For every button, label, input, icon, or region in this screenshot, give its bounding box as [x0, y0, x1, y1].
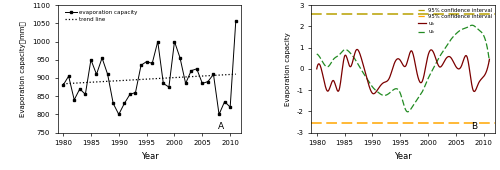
evaporation capacity: [88, 59, 94, 61]
X-axis label: Year: Year: [394, 152, 412, 161]
trend line: [194, 75, 200, 77]
trend line: [210, 74, 216, 76]
evaporation capacity: [138, 64, 144, 66]
evaporation capacity: [116, 113, 122, 115]
trend line: [200, 75, 205, 77]
trend line: [155, 78, 161, 80]
Y-axis label: Evaporation capacity（mm）: Evaporation capacity（mm）: [20, 21, 26, 117]
Text: A: A: [218, 122, 224, 131]
trend line: [172, 76, 177, 79]
trend line: [233, 73, 239, 75]
trend line: [166, 77, 172, 79]
trend line: [122, 79, 128, 81]
trend line: [60, 83, 66, 85]
evaporation capacity: [71, 99, 77, 101]
evaporation capacity: [104, 73, 110, 75]
trend line: [66, 82, 71, 84]
trend line: [71, 82, 77, 84]
trend line: [116, 80, 122, 82]
evaporation capacity: [82, 93, 88, 95]
X-axis label: Year: Year: [140, 152, 158, 161]
evaporation capacity: [205, 81, 211, 83]
Legend: 95% confidence interval, 95% confidence interval, u$_k$, u$_k$: 95% confidence interval, 95% confidence …: [417, 8, 492, 37]
trend line: [182, 76, 188, 78]
evaporation capacity: [182, 82, 188, 84]
trend line: [77, 82, 83, 84]
evaporation capacity: [77, 88, 83, 90]
evaporation capacity: [194, 68, 200, 70]
evaporation capacity: [66, 75, 71, 77]
evaporation capacity: [200, 82, 205, 84]
evaporation capacity: [155, 40, 161, 42]
trend line: [227, 73, 233, 75]
trend line: [82, 82, 88, 84]
evaporation capacity: [222, 101, 228, 103]
trend line: [104, 80, 110, 82]
evaporation capacity: [127, 93, 133, 95]
evaporation capacity: [177, 57, 183, 59]
evaporation capacity: [60, 84, 66, 86]
trend line: [160, 77, 166, 79]
trend line: [132, 79, 138, 81]
evaporation capacity: [144, 61, 150, 63]
trend line: [216, 74, 222, 76]
evaporation capacity: [149, 62, 155, 64]
trend line: [205, 75, 211, 77]
Text: B: B: [471, 122, 477, 131]
Legend: evaporation capacity, trend line: evaporation capacity, trend line: [64, 9, 138, 23]
evaporation capacity: [132, 91, 138, 94]
Y-axis label: Evaporation capacity: Evaporation capacity: [285, 32, 291, 106]
evaporation capacity: [233, 20, 239, 22]
evaporation capacity: [188, 70, 194, 72]
trend line: [94, 81, 100, 83]
evaporation capacity: [166, 86, 172, 88]
Line: evaporation capacity: evaporation capacity: [62, 20, 237, 116]
trend line: [144, 78, 150, 80]
evaporation capacity: [110, 103, 116, 105]
Line: trend line: trend line: [63, 74, 236, 84]
evaporation capacity: [216, 113, 222, 115]
evaporation capacity: [94, 73, 100, 75]
trend line: [188, 76, 194, 78]
trend line: [177, 76, 183, 78]
trend line: [99, 81, 105, 83]
trend line: [110, 80, 116, 82]
evaporation capacity: [122, 103, 128, 105]
trend line: [222, 74, 228, 76]
trend line: [127, 79, 133, 81]
evaporation capacity: [160, 82, 166, 84]
evaporation capacity: [99, 57, 105, 59]
trend line: [138, 78, 144, 80]
evaporation capacity: [210, 73, 216, 75]
trend line: [88, 81, 94, 83]
evaporation capacity: [227, 106, 233, 108]
evaporation capacity: [172, 40, 177, 42]
trend line: [149, 78, 155, 80]
